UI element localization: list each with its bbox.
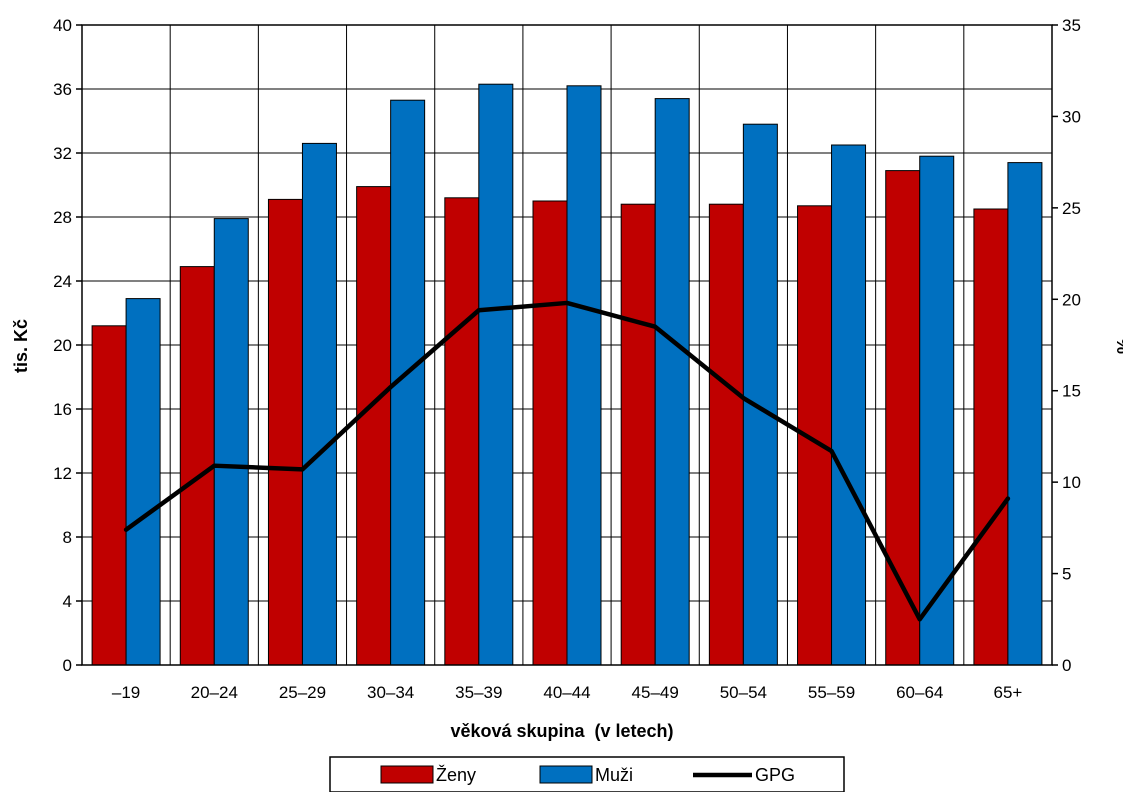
y-tick-label-right: 35 (1062, 16, 1081, 35)
x-tick-label: –19 (112, 683, 140, 702)
bar-zeny (532, 200, 568, 666)
bar-muzi (831, 144, 867, 666)
y-tick-label-right: 30 (1062, 107, 1081, 126)
y-tick-label-right: 5 (1062, 565, 1071, 584)
bar-muzi (742, 123, 778, 666)
x-tick-label: 20–24 (191, 683, 238, 702)
y-tick-label-left: 12 (53, 464, 72, 483)
y-axis-title-left: tis. Kč (11, 319, 31, 373)
y-tick-label-left: 8 (63, 528, 72, 547)
bar-zeny (973, 208, 1009, 666)
bar-zeny (356, 186, 392, 666)
y-tick-label-right: 25 (1062, 199, 1081, 218)
x-tick-label: 60–64 (896, 683, 943, 702)
y-axis-title-right: % (1113, 338, 1123, 354)
legend: Ženy Muži GPG (329, 756, 845, 792)
y-tick-label-left: 28 (53, 208, 72, 227)
bar-zeny (179, 266, 215, 666)
y-tick-label-left: 4 (63, 592, 72, 611)
y-tick-label-right: 10 (1062, 473, 1081, 492)
bar-muzi (654, 98, 690, 666)
x-tick-label: 25–29 (279, 683, 326, 702)
y-tick-label-left: 24 (53, 272, 72, 291)
x-tick-label: 50–54 (720, 683, 767, 702)
x-axis-title: věková skupina (v letech) (450, 721, 673, 741)
bar-zeny (620, 203, 656, 666)
x-tick-label: 45–49 (632, 683, 679, 702)
legend-swatch-zeny (380, 765, 434, 784)
bar-zeny (267, 198, 303, 666)
x-tick-label: 55–59 (808, 683, 855, 702)
y-tick-label-right: 0 (1062, 656, 1071, 675)
axes: 0 4 8 12 16 20 24 28 32 36 40 0 5 10 15 20 25 30 35 –19 20–2… (53, 16, 1081, 702)
y-tick-label-left: 20 (53, 336, 72, 355)
gpg-line (123, 300, 1011, 622)
bar-zeny (708, 203, 744, 666)
bar-muzi (1007, 162, 1043, 666)
bar-muzi (919, 155, 955, 666)
y-tick-label-left: 16 (53, 400, 72, 419)
bar-muzi (213, 218, 249, 666)
bar-muzi (478, 83, 514, 666)
y-tick-label-right: 20 (1062, 290, 1081, 309)
legend-label-muzi: Muži (595, 765, 633, 785)
bar-muzi (301, 142, 337, 666)
y-tick-label-left: 40 (53, 16, 72, 35)
bars (91, 83, 1043, 666)
gpg-line-layer (123, 300, 1011, 622)
bar-zeny (91, 325, 127, 666)
x-tick-label: 35–39 (455, 683, 502, 702)
x-tick-label: 30–34 (367, 683, 414, 702)
bar-muzi (566, 85, 602, 666)
y-tick-label-left: 36 (53, 80, 72, 99)
x-tick-label: 65+ (993, 683, 1022, 702)
legend-label-gpg: GPG (755, 765, 795, 785)
bar-zeny (444, 197, 480, 666)
y-tick-label-left: 0 (63, 656, 72, 675)
bar-muzi (125, 298, 161, 666)
y-tick-label-right: 15 (1062, 382, 1081, 401)
legend-label-zeny: Ženy (436, 765, 476, 785)
x-tick-label: 40–44 (543, 683, 590, 702)
legend-swatch-muzi (539, 765, 593, 784)
y-tick-label-left: 32 (53, 144, 72, 163)
